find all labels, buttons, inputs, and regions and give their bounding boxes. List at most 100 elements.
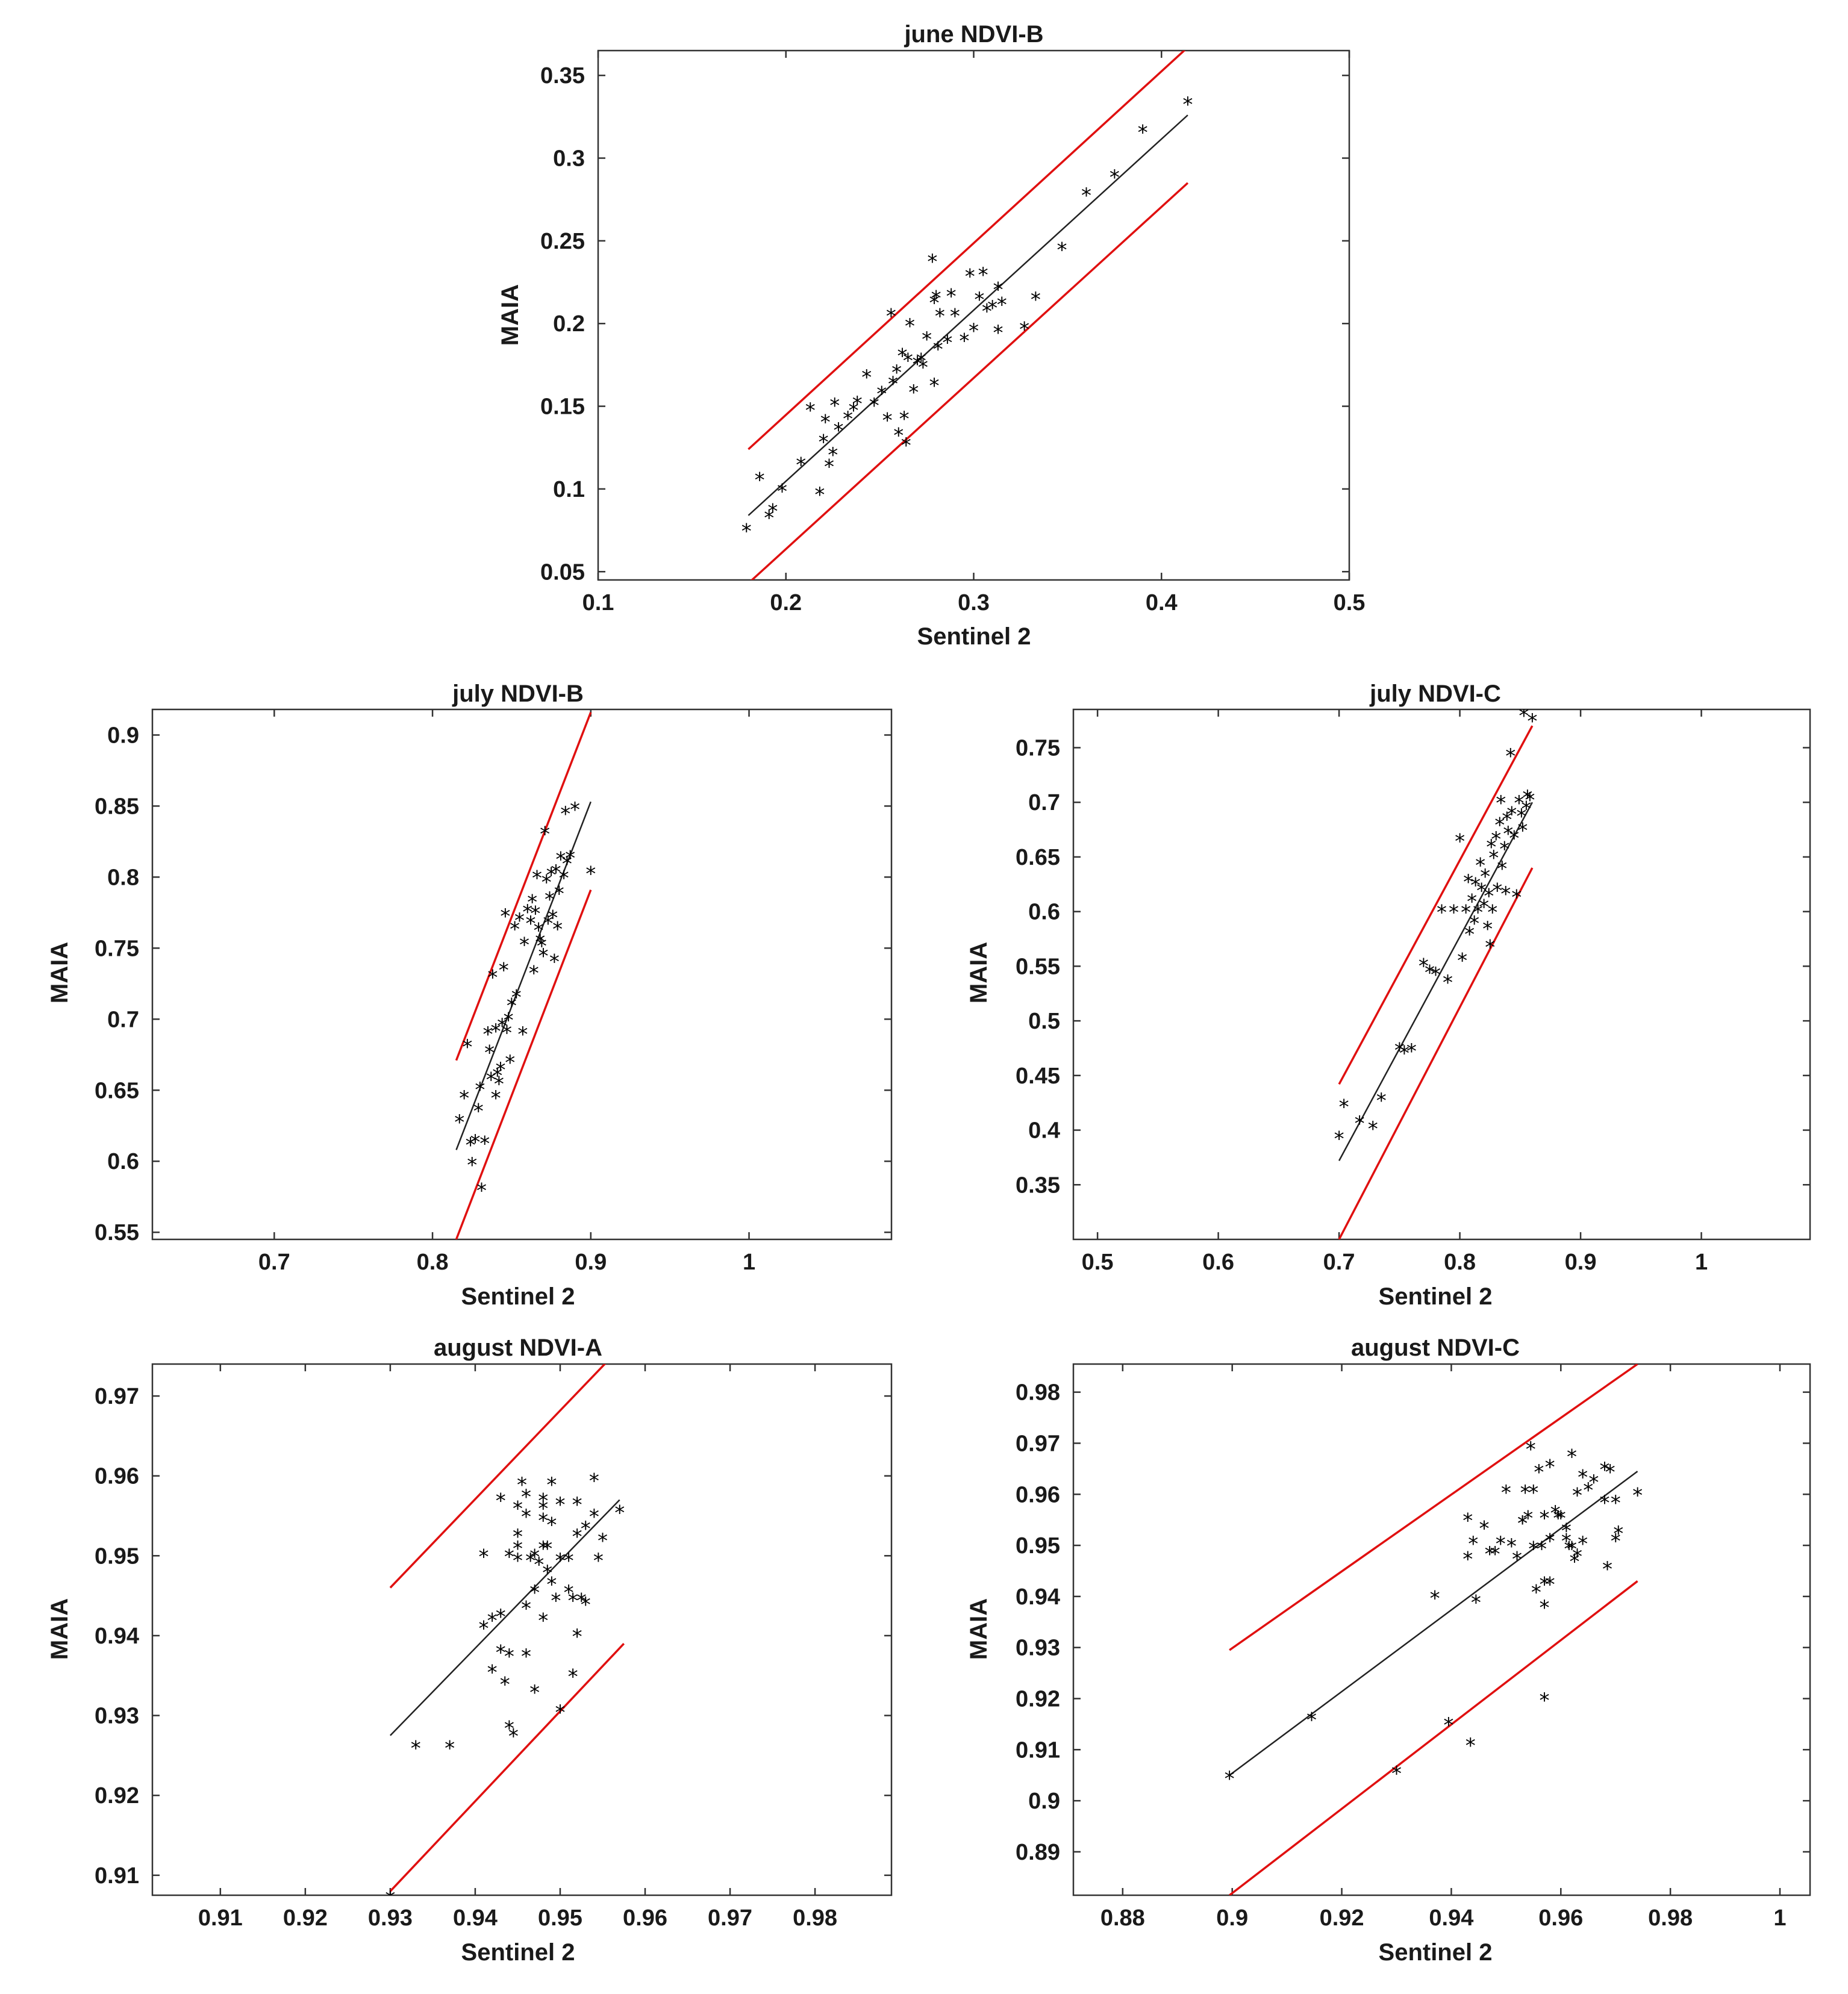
data-point: * xyxy=(755,468,765,492)
data-point: * xyxy=(543,912,553,936)
data-point: * xyxy=(1462,1547,1473,1571)
plot-area: ****************************************… xyxy=(385,1364,625,1911)
data-point: * xyxy=(1526,1438,1536,1462)
data-point: * xyxy=(529,1681,540,1705)
data-point: * xyxy=(1502,808,1512,832)
data-point: * xyxy=(483,1023,493,1047)
data-point: * xyxy=(1031,288,1041,312)
plot-frame xyxy=(1072,708,1811,1241)
data-point: * xyxy=(1443,1713,1453,1737)
data-point: * xyxy=(504,1008,514,1032)
data-point: * xyxy=(479,1545,489,1569)
y-tick-label: 0.6 xyxy=(107,1149,139,1174)
data-point: * xyxy=(1449,901,1459,925)
data-point: * xyxy=(1519,704,1529,728)
data-point: * xyxy=(922,328,932,352)
plot-frame xyxy=(151,708,893,1241)
data-point: * xyxy=(1431,963,1441,987)
data-point: * xyxy=(1537,1537,1547,1561)
y-tick-label: 0.55 xyxy=(95,1220,139,1245)
data-point: * xyxy=(487,1661,498,1685)
data-point: * xyxy=(1600,1458,1610,1482)
data-point: * xyxy=(496,1489,506,1513)
data-point: * xyxy=(1534,1460,1544,1485)
y-tick-label: 0.9 xyxy=(107,723,139,748)
data-point: * xyxy=(568,1665,578,1689)
upper-bound-line xyxy=(389,1364,607,1589)
data-point: * xyxy=(834,419,844,443)
x-tick-label: 0.7 xyxy=(258,1250,290,1275)
data-point: * xyxy=(982,299,992,323)
data-point: * xyxy=(1545,1573,1555,1597)
data-point: * xyxy=(1138,121,1148,145)
data-point: * xyxy=(1632,1483,1643,1507)
data-point: * xyxy=(1437,901,1447,925)
data-point: * xyxy=(466,1133,476,1157)
regression-line xyxy=(1229,1471,1638,1776)
plot-area: ****************************************… xyxy=(1334,704,1537,1239)
data-point: * xyxy=(1182,93,1193,117)
chart-july-ndvi-b: july NDVI-B Sentinel 2 MAIA 0.7 0.8 0.9 1 0.… xyxy=(46,681,893,1310)
data-point: * xyxy=(1567,1537,1577,1561)
data-point: * xyxy=(593,1549,604,1573)
data-point: * xyxy=(1419,955,1429,979)
regression-line xyxy=(748,114,1188,516)
data-point: * xyxy=(1561,1519,1572,1544)
y-tick-label: 0.3 xyxy=(553,146,585,172)
x-tick-label: 0.92 xyxy=(1320,1905,1364,1931)
data-point: * xyxy=(767,500,778,524)
data-point: * xyxy=(467,1153,477,1177)
data-point: * xyxy=(1391,1762,1402,1786)
data-point: * xyxy=(852,392,863,416)
data-point: * xyxy=(486,1068,496,1092)
data-point: * xyxy=(1500,882,1511,906)
data-point: * xyxy=(1522,786,1532,810)
data-point: * xyxy=(511,986,522,1010)
data-point: * xyxy=(521,1645,531,1669)
data-point: * xyxy=(993,321,1004,345)
data-point: * xyxy=(529,1581,540,1605)
data-point: * xyxy=(499,959,509,983)
data-point: * xyxy=(445,1737,455,1761)
data-point: * xyxy=(903,349,913,373)
y-tick-label: 0.91 xyxy=(95,1863,139,1889)
data-point: * xyxy=(529,961,539,985)
data-point: * xyxy=(504,1716,514,1740)
y-tick-label: 0.65 xyxy=(95,1078,139,1103)
x-tick-label: 0.3 xyxy=(958,590,990,615)
data-point: * xyxy=(497,1014,507,1038)
data-point: * xyxy=(843,407,853,431)
data-point: * xyxy=(475,1078,485,1102)
y-tick-label: 0.98 xyxy=(1016,1380,1060,1406)
y-tick-label: 0.8 xyxy=(107,865,139,890)
lower-bound-line xyxy=(750,182,1189,580)
data-point: * xyxy=(614,1501,625,1525)
data-point: * xyxy=(1019,317,1029,341)
data-point: * xyxy=(1355,1112,1365,1136)
data-point: * xyxy=(1511,885,1522,909)
data-point: * xyxy=(997,293,1007,317)
data-point: * xyxy=(764,506,774,531)
data-point: * xyxy=(946,285,957,309)
data-point: * xyxy=(513,1497,523,1521)
data-point: * xyxy=(491,1086,501,1111)
y-tick-label: 0.15 xyxy=(540,394,585,420)
data-point: * xyxy=(1545,1456,1555,1480)
x-tick-label: 0.98 xyxy=(1648,1905,1693,1931)
data-point: * xyxy=(1521,797,1531,821)
lower-bound-line xyxy=(455,889,592,1239)
data-point: * xyxy=(1517,1512,1528,1536)
data-point: * xyxy=(496,1058,506,1082)
data-point: * xyxy=(564,1581,574,1605)
y-tick-label: 0.7 xyxy=(1028,790,1060,815)
data-point: * xyxy=(1057,238,1067,263)
x-tick-label: 0.92 xyxy=(283,1905,328,1931)
x-tick-label: 0.8 xyxy=(417,1250,449,1275)
data-point: * xyxy=(492,1064,502,1088)
data-point: * xyxy=(824,455,834,479)
data-point: * xyxy=(805,399,816,423)
data-point: * xyxy=(385,1887,395,1911)
data-point: * xyxy=(978,263,988,287)
data-point: * xyxy=(1505,744,1516,768)
data-point: * xyxy=(1509,826,1519,850)
